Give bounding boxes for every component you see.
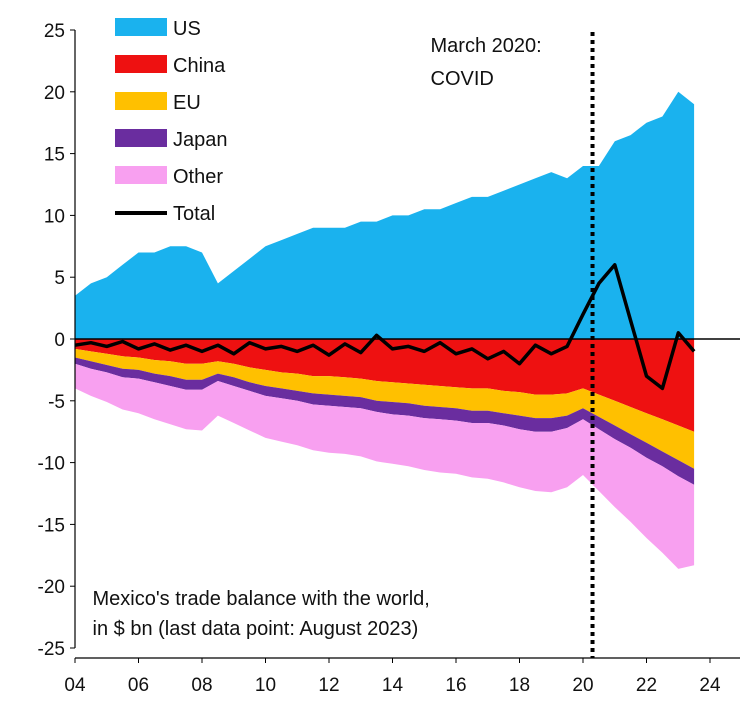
legend-label-other: Other: [173, 166, 223, 188]
x-tick-label: 14: [382, 675, 404, 696]
series-area-us: [75, 91, 695, 339]
y-tick-label: -20: [38, 577, 65, 598]
y-tick-label: 0: [54, 330, 65, 351]
legend-label-us: US: [173, 18, 201, 40]
series-area-eu: [75, 348, 695, 469]
x-tick-label: 04: [64, 675, 86, 696]
annotation-covid: March 2020:: [431, 35, 542, 57]
series-area-china: [75, 339, 695, 432]
x-tick-label: 06: [128, 675, 149, 696]
y-tick-label: -10: [38, 454, 65, 475]
x-tick-label: 18: [509, 675, 530, 696]
legend-swatch-other: [115, 166, 167, 184]
series-area-other: [75, 363, 695, 569]
x-tick-label: 16: [445, 675, 466, 696]
legend-label-eu: EU: [173, 92, 201, 114]
y-tick-label: 15: [44, 145, 65, 166]
legend-swatch-us: [115, 18, 167, 36]
y-tick-label: -25: [38, 639, 65, 660]
annotation-covid: COVID: [431, 68, 494, 90]
legend-label-japan: Japan: [173, 129, 228, 151]
y-tick-label: -5: [48, 392, 65, 413]
x-tick-label: 08: [191, 675, 212, 696]
annotation-caption: Mexico's trade balance with the world,: [93, 588, 430, 610]
series-area-japan: [75, 357, 695, 485]
y-tick-label: -15: [38, 515, 65, 536]
x-tick-label: 12: [318, 675, 339, 696]
y-tick-label: 25: [44, 21, 65, 42]
legend-label-china: China: [173, 55, 226, 77]
annotation-caption: in $ bn (last data point: August 2023): [93, 618, 419, 640]
x-tick-label: 24: [699, 675, 721, 696]
legend-swatch-china: [115, 55, 167, 73]
x-tick-label: 22: [636, 675, 657, 696]
legend-swatch-eu: [115, 92, 167, 110]
x-tick-label: 20: [572, 675, 593, 696]
y-tick-label: 10: [44, 206, 65, 227]
y-tick-label: 20: [44, 83, 65, 104]
x-tick-label: 10: [255, 675, 276, 696]
y-tick-label: 5: [54, 268, 65, 289]
legend-label-total: Total: [173, 203, 215, 225]
legend-swatch-japan: [115, 129, 167, 147]
